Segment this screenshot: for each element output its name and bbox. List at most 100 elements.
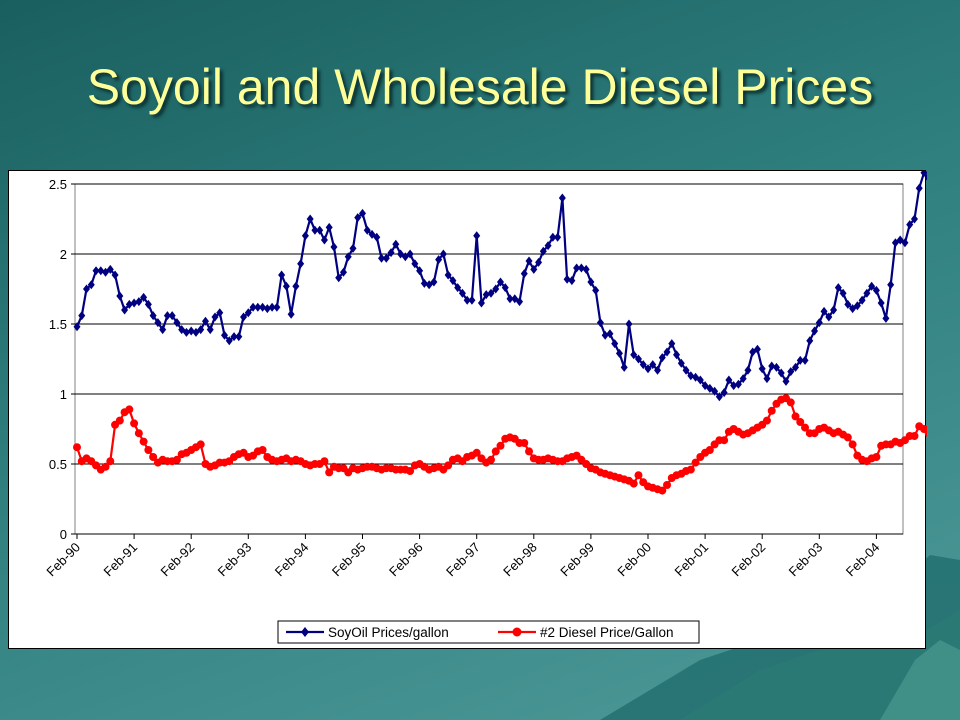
data-point <box>687 371 695 381</box>
data-point <box>720 388 728 398</box>
data-point <box>601 330 609 340</box>
data-point <box>887 280 895 290</box>
data-point <box>163 311 171 321</box>
data-point <box>573 263 581 273</box>
plot-area <box>74 183 904 535</box>
data-point <box>325 468 334 477</box>
data-point <box>292 281 300 291</box>
data-point <box>915 183 923 193</box>
x-tick-label: Feb-99 <box>557 540 597 580</box>
data-point <box>235 332 243 342</box>
data-point <box>686 465 695 474</box>
data-point <box>673 350 681 360</box>
data-point <box>335 273 343 283</box>
data-point <box>720 436 729 445</box>
data-point <box>711 386 719 396</box>
y-tick-label: 0.5 <box>49 457 67 472</box>
data-point <box>516 297 524 307</box>
data-point <box>115 416 124 425</box>
y-axis: 0 0.5 1 1.5 2 2.5 <box>49 177 75 542</box>
series-diesel <box>73 394 927 495</box>
data-point <box>554 232 562 242</box>
x-tick-label: Feb-00 <box>614 540 654 580</box>
data-point <box>144 299 152 309</box>
data-point <box>444 461 453 470</box>
data-point <box>78 311 86 321</box>
data-point <box>544 241 552 251</box>
data-point <box>230 332 238 342</box>
data-point <box>472 448 481 457</box>
x-tick-label: Feb-02 <box>729 540 769 580</box>
data-point <box>663 481 672 489</box>
data-point <box>844 299 852 309</box>
data-point <box>658 353 666 363</box>
x-tick-label: Feb-04 <box>843 540 883 580</box>
data-point <box>378 253 386 263</box>
data-point <box>196 440 205 449</box>
data-point <box>549 232 557 242</box>
data-point <box>306 214 314 224</box>
data-point <box>496 277 504 287</box>
data-point <box>97 266 105 276</box>
data-point <box>330 242 338 252</box>
data-point <box>787 367 795 377</box>
data-point <box>363 225 371 235</box>
data-point <box>796 355 804 365</box>
data-point <box>449 276 457 286</box>
data-point <box>83 284 91 294</box>
legend-label: #2 Diesel Price/Gallon <box>540 625 674 640</box>
data-point <box>592 285 600 295</box>
data-point <box>762 416 771 425</box>
data-point <box>139 437 148 446</box>
data-point <box>135 297 143 307</box>
data-point <box>406 467 415 475</box>
data-point <box>796 418 805 426</box>
data-point <box>159 325 167 335</box>
data-point <box>629 479 638 488</box>
data-point <box>430 277 438 287</box>
data-point <box>92 266 100 276</box>
x-axis: Feb-90 Feb-91 Feb-92 Feb-93 Feb-94 Feb-95 Feb-… <box>43 533 903 580</box>
x-tick-label: Feb-90 <box>43 540 83 580</box>
data-point <box>382 253 390 263</box>
data-point <box>577 263 585 273</box>
data-point <box>919 425 927 433</box>
data-point <box>786 398 795 407</box>
data-point <box>268 302 276 312</box>
data-point <box>858 295 866 305</box>
data-point <box>282 281 290 291</box>
data-point <box>320 235 328 245</box>
data-point <box>140 292 148 302</box>
data-point <box>792 362 800 372</box>
y-tick-label: 1.5 <box>49 317 67 332</box>
data-point <box>611 339 619 349</box>
data-point <box>373 232 381 242</box>
data-point <box>801 423 810 432</box>
data-point <box>259 302 267 312</box>
data-point <box>843 433 852 442</box>
data-point <box>263 304 271 314</box>
data-point <box>568 276 576 286</box>
data-point <box>696 375 704 385</box>
data-point <box>354 213 362 223</box>
legend-box <box>277 620 700 644</box>
series-layer <box>73 171 927 495</box>
data-point <box>815 318 823 328</box>
data-point <box>225 336 233 346</box>
data-point <box>249 302 257 312</box>
data-point <box>830 305 838 315</box>
data-point <box>106 457 115 466</box>
data-point <box>625 319 633 329</box>
data-point <box>339 267 347 277</box>
data-point <box>872 453 881 461</box>
data-point <box>359 208 366 218</box>
data-point <box>420 278 428 288</box>
data-point <box>834 283 842 293</box>
data-point <box>825 312 833 322</box>
data-point <box>563 274 571 284</box>
x-tick-label: Feb-93 <box>215 540 255 580</box>
data-point <box>273 302 281 312</box>
data-point <box>906 220 914 230</box>
data-point <box>125 299 133 309</box>
data-point <box>910 214 918 224</box>
